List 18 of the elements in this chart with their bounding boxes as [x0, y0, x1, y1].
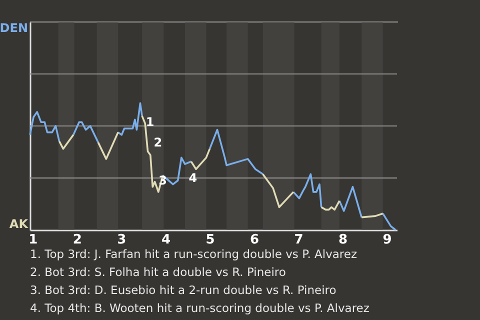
text: 2. Bot 3rd: S. Folha hit a double vs R. Pineiro [30, 264, 287, 281]
annotation: 2 [154, 135, 162, 150]
text: 3. Bot 3rd: D. Eusebio hit a 2-run double vs R. Pineiro [30, 282, 338, 299]
x-tick-label: 2 [72, 232, 82, 248]
text: AK [9, 217, 29, 231]
text: 4. Top 4th: B. Wooten hit a run-scoring double vs P. Alvarez [30, 300, 370, 317]
x-tick-label: 5 [206, 232, 215, 248]
x-tick-label: 7 [294, 232, 304, 248]
text: 1. Top 3rd: J. Farfan hit a run-scoring double vs P. Alvarez [30, 246, 358, 263]
x-tick-label: 3 [117, 232, 126, 248]
x-tick-label: 9 [382, 232, 392, 248]
x-tick-label: 8 [338, 232, 348, 248]
x-tick-label: 6 [250, 232, 260, 248]
x-tick-label: 1 [28, 232, 38, 248]
annotation: 1 [146, 115, 154, 130]
annotation: 4 [188, 170, 198, 185]
x-tick-label: 4 [161, 232, 170, 248]
text: DEN [0, 21, 28, 35]
